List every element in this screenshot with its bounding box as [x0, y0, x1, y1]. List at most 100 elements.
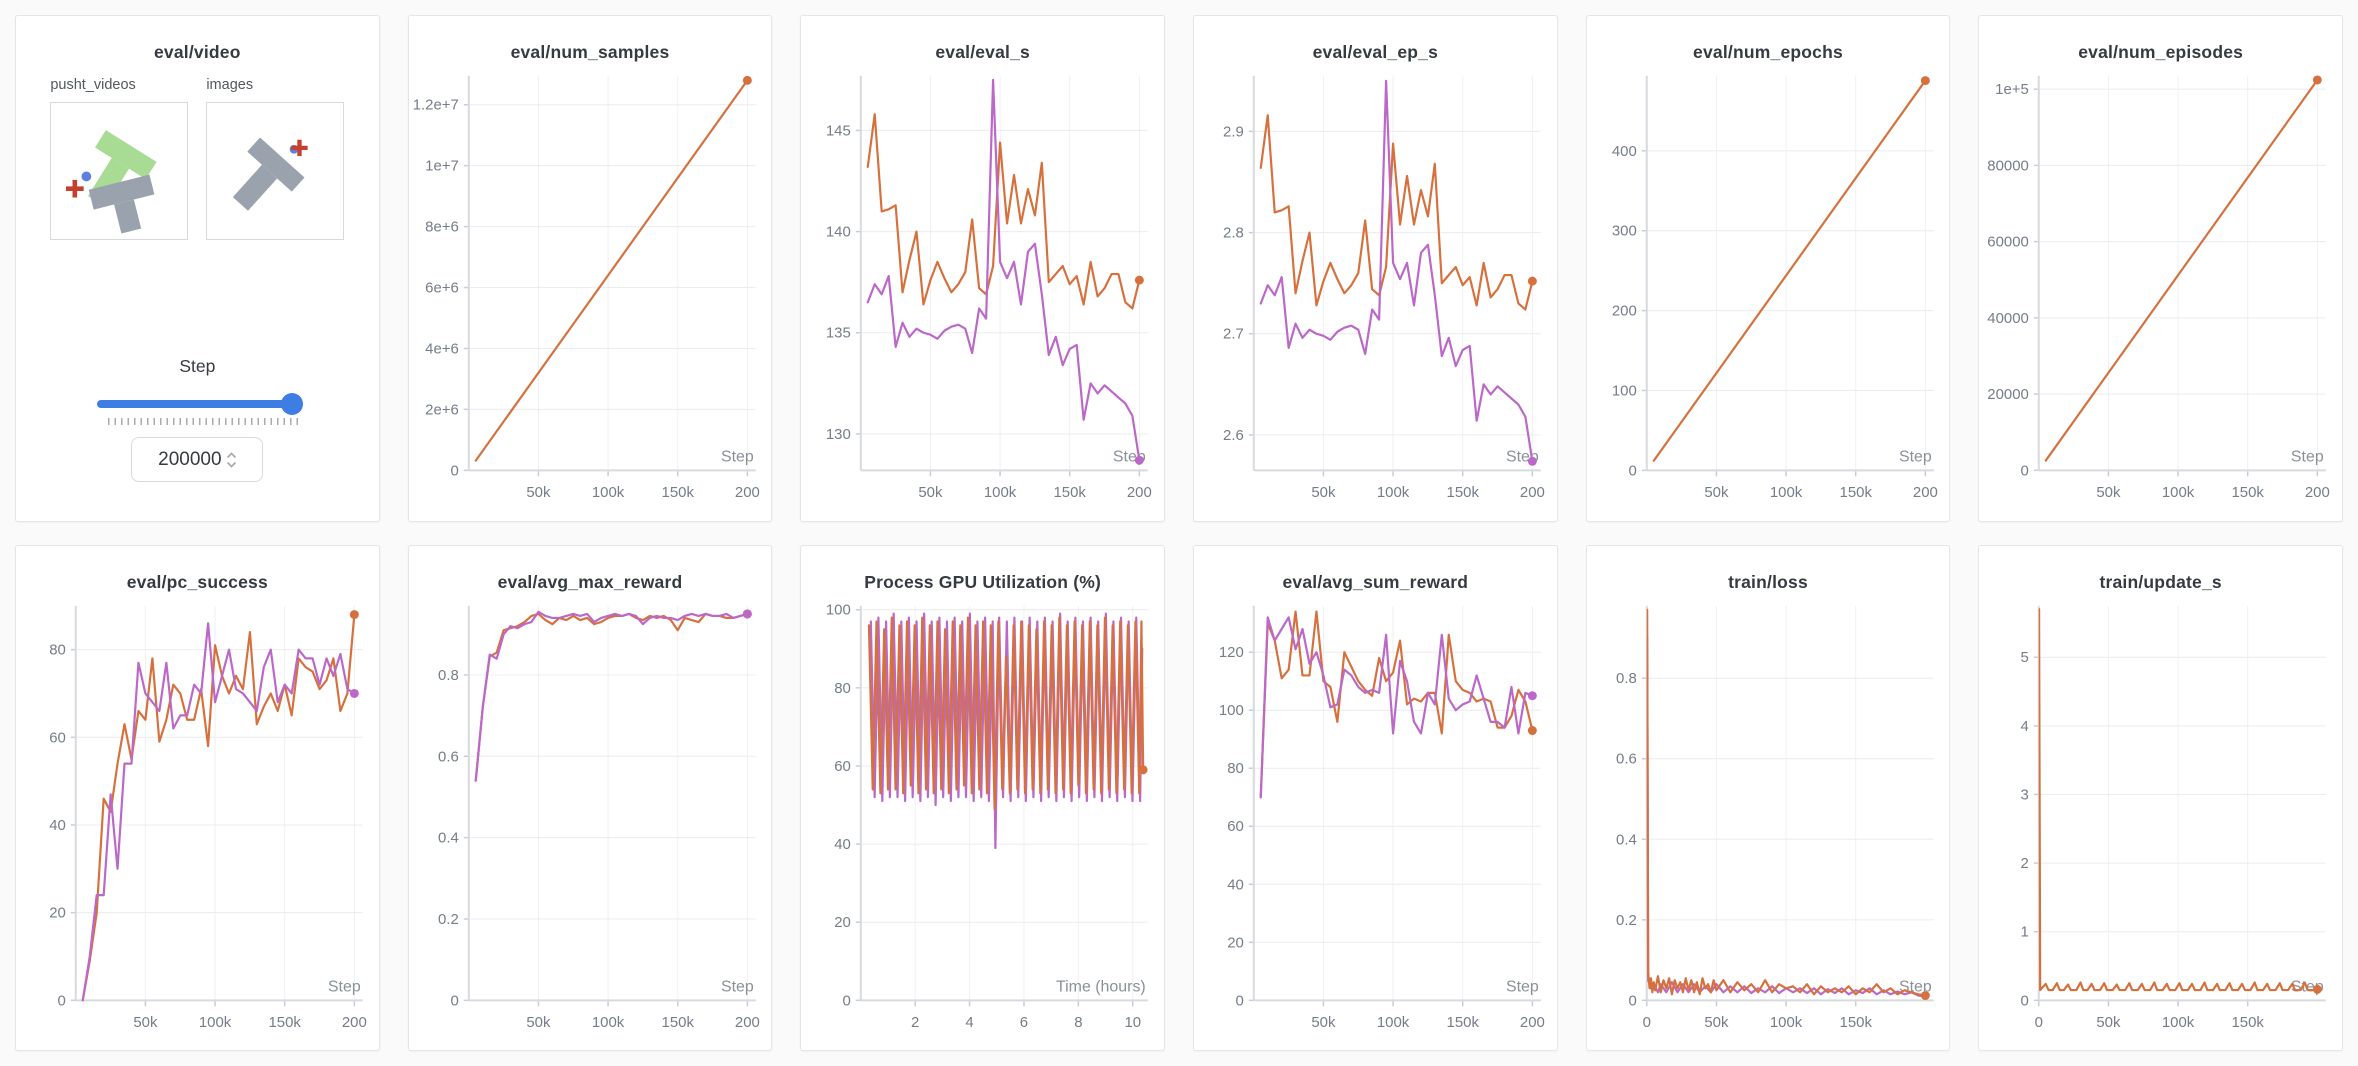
panel-eval-avg-max-reward: eval/avg_max_reward 0 0.2 0.4 0.6 0.8 50k 100k…	[407, 544, 773, 1051]
svg-text:150k: 150k	[269, 1014, 302, 1031]
svg-text:100k: 100k	[1770, 484, 1803, 501]
svg-text:40: 40	[1227, 876, 1244, 893]
svg-text:150k: 150k	[2232, 1014, 2265, 1031]
svg-text:40000: 40000	[1988, 310, 2030, 327]
svg-text:2.9: 2.9	[1223, 123, 1244, 140]
pusht-video-thumbnail[interactable]	[50, 102, 189, 240]
svg-text:2.6: 2.6	[1223, 427, 1244, 444]
panel-eval-eval-ep-s: eval/eval_ep_s 2.6 2.7 2.8 2.9 50k 100k 150k 20…	[1192, 15, 1558, 522]
slider-track[interactable]	[97, 400, 298, 408]
eval-num-samples-chart[interactable]: 0 2e+6 4e+6 6e+6 8e+6 1e+7 1.2e+7 50k 100k 150k 20…	[409, 65, 772, 517]
image-thumbnail[interactable]	[206, 102, 345, 240]
svg-text:2.7: 2.7	[1223, 326, 1244, 343]
svg-text:100k: 100k	[592, 1014, 625, 1031]
svg-text:50k: 50k	[526, 1014, 551, 1031]
svg-text:100k: 100k	[592, 484, 625, 501]
svg-text:0.4: 0.4	[1616, 831, 1637, 848]
svg-text:50k: 50k	[919, 484, 944, 501]
svg-text:0.4: 0.4	[438, 829, 459, 846]
svg-text:0: 0	[450, 462, 458, 479]
svg-text:20: 20	[1227, 934, 1244, 951]
svg-text:8: 8	[1075, 1014, 1083, 1031]
svg-text:0: 0	[58, 992, 66, 1009]
eval-avg-max-reward-chart[interactable]: 0 0.2 0.4 0.6 0.8 50k 100k 150k 200 Step	[409, 595, 772, 1047]
svg-text:200: 200	[735, 1014, 760, 1031]
svg-text:0.8: 0.8	[438, 666, 459, 683]
stepper-arrows[interactable]	[226, 451, 237, 468]
panel-train-update-s: train/update_s 0 1 2 3 4 5 0 50k 100k 150k Step	[1978, 544, 2343, 1051]
svg-text:0: 0	[2021, 992, 2029, 1009]
svg-text:10: 10	[1125, 1014, 1142, 1031]
eval-num-episodes-chart[interactable]: 0 20000 40000 60000 80000 1e+5 50k 100k 150k 200 S…	[1979, 65, 2342, 517]
chart-title: eval/eval_s	[935, 42, 1030, 62]
eval-num-epochs-chart[interactable]: 0 100 200 300 400 50k 100k 150k 200 Step	[1587, 65, 1950, 517]
svg-text:100k: 100k	[1770, 1014, 1803, 1031]
svg-text:50k: 50k	[1704, 484, 1729, 501]
svg-text:60: 60	[835, 757, 852, 774]
svg-text:20000: 20000	[1988, 386, 2030, 403]
svg-text:1e+5: 1e+5	[1995, 81, 2029, 98]
svg-text:80: 80	[49, 641, 66, 658]
svg-text:0: 0	[1628, 992, 1636, 1009]
svg-text:Step: Step	[1899, 448, 1932, 465]
svg-text:Step: Step	[721, 978, 754, 995]
svg-text:80: 80	[1227, 760, 1244, 777]
svg-text:100: 100	[1219, 702, 1244, 719]
step-value[interactable]: 200000	[158, 448, 222, 470]
target-cross-icon	[291, 139, 308, 157]
svg-text:60000: 60000	[1988, 234, 2030, 251]
svg-text:140: 140	[826, 224, 851, 241]
svg-text:200: 200	[2305, 484, 2330, 501]
svg-text:0: 0	[843, 992, 851, 1009]
svg-text:50k: 50k	[1311, 484, 1336, 501]
svg-text:100k: 100k	[1377, 1014, 1410, 1031]
panel-eval-num-epochs: eval/num_epochs 0 100 200 300 400 50k 100k 150k…	[1585, 15, 1951, 522]
chart-title: eval/avg_max_reward	[497, 571, 683, 592]
svg-text:40: 40	[49, 816, 66, 833]
svg-text:0: 0	[1628, 462, 1636, 479]
svg-text:2: 2	[911, 1014, 919, 1031]
slider-ticks	[108, 418, 301, 425]
chart-title: eval/eval_ep_s	[1312, 42, 1439, 62]
svg-text:0.2: 0.2	[1616, 911, 1637, 928]
svg-text:0.2: 0.2	[438, 910, 459, 927]
stepper-down-icon[interactable]	[226, 461, 237, 468]
svg-text:0.6: 0.6	[1616, 750, 1637, 767]
svg-text:2.8: 2.8	[1223, 225, 1244, 242]
svg-text:40: 40	[835, 836, 852, 853]
step-slider[interactable]	[97, 393, 304, 415]
step-input[interactable]: 200000	[131, 437, 264, 482]
svg-text:150k: 150k	[661, 484, 694, 501]
panel-eval-eval-s: eval/eval_s 130 135 140 145 50k 100k 150k 200 St…	[800, 15, 1165, 522]
stepper-up-icon[interactable]	[226, 451, 237, 459]
chart-title: train/loss	[1728, 571, 1808, 592]
panel-eval-video: eval/video pusht_videos	[15, 15, 380, 522]
svg-text:100: 100	[826, 601, 851, 618]
svg-text:5: 5	[2021, 649, 2029, 666]
chart-title: eval/num_epochs	[1693, 42, 1843, 62]
block-t-shape	[233, 137, 305, 211]
svg-text:4e+6: 4e+6	[425, 340, 459, 357]
eval-avg-sum-reward-chart[interactable]: 0 20 40 60 80 100 120 50k 100k 150k 200 Step	[1194, 595, 1557, 1047]
svg-text:8e+6: 8e+6	[425, 219, 459, 236]
svg-text:120: 120	[1219, 644, 1244, 661]
svg-text:Step: Step	[328, 978, 361, 995]
svg-text:0.6: 0.6	[438, 748, 459, 765]
svg-text:150k: 150k	[1447, 484, 1480, 501]
svg-text:135: 135	[826, 325, 851, 342]
svg-text:200: 200	[1127, 484, 1152, 501]
chart-title: eval/pc_success	[126, 571, 268, 592]
panel-eval-num-episodes: eval/num_episodes 0 20000 40000 60000 80000 1…	[1978, 15, 2343, 522]
chart-title: train/update_s	[2099, 571, 2222, 592]
svg-text:0: 0	[2035, 1014, 2043, 1031]
process-gpu-utilization-chart[interactable]: 0 20 40 60 80 100 2 4 6 8 10 Time (hours)	[801, 595, 1164, 1047]
slider-handle[interactable]	[281, 393, 304, 415]
svg-text:0: 0	[1642, 1014, 1650, 1031]
step-slider-label: Step	[179, 356, 216, 376]
eval-pc-success-chart[interactable]: 0 20 40 60 80 50k 100k 150k 200 Step	[16, 595, 379, 1047]
